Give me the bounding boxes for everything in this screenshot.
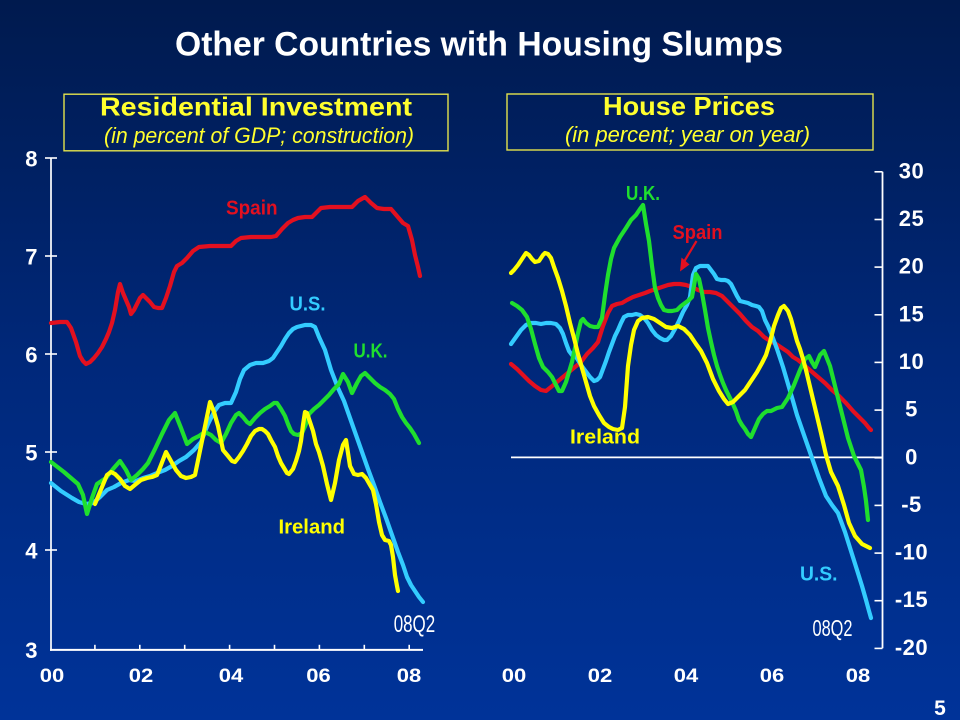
- svg-text:-20: -20: [895, 635, 928, 660]
- svg-text:0: 0: [905, 444, 918, 469]
- svg-text:Ireland: Ireland: [570, 427, 640, 449]
- svg-text:06: 06: [306, 666, 331, 687]
- svg-text:02: 02: [129, 666, 154, 687]
- svg-text:30: 30: [899, 158, 924, 183]
- svg-text:(in percent of GDP; constructi: (in percent of GDP; construction): [104, 123, 414, 148]
- svg-text:House Prices: House Prices: [603, 91, 775, 121]
- svg-text:08: 08: [846, 666, 871, 687]
- svg-text:8: 8: [25, 147, 37, 172]
- svg-text:-5: -5: [901, 492, 922, 517]
- svg-text:3: 3: [25, 638, 37, 663]
- svg-text:5: 5: [25, 441, 37, 466]
- svg-text:U.K.: U.K.: [354, 341, 388, 363]
- svg-text:4: 4: [25, 539, 38, 564]
- svg-text:06: 06: [760, 666, 785, 687]
- svg-text:25: 25: [899, 206, 924, 231]
- svg-text:08: 08: [397, 666, 422, 687]
- svg-text:7: 7: [25, 245, 37, 270]
- svg-text:02: 02: [588, 666, 613, 687]
- svg-text:Spain: Spain: [673, 222, 723, 244]
- svg-text:U.K.: U.K.: [626, 183, 660, 205]
- svg-text:(in percent; year on year): (in percent; year on year): [565, 122, 810, 147]
- svg-text:15: 15: [899, 301, 924, 326]
- svg-text:08Q2: 08Q2: [394, 611, 436, 638]
- svg-text:Spain: Spain: [226, 198, 278, 220]
- svg-text:20: 20: [899, 254, 924, 279]
- svg-text:10: 10: [899, 349, 924, 374]
- svg-text:Other Countries with Housing S: Other Countries with Housing Slumps: [175, 26, 783, 64]
- svg-text:04: 04: [219, 666, 244, 687]
- svg-text:00: 00: [40, 666, 65, 687]
- svg-text:Residential Investment: Residential Investment: [100, 92, 412, 122]
- svg-text:-10: -10: [895, 540, 928, 565]
- svg-text:-15: -15: [895, 587, 928, 612]
- svg-text:04: 04: [674, 666, 699, 687]
- svg-text:5: 5: [905, 397, 918, 422]
- svg-text:08Q2: 08Q2: [813, 615, 853, 641]
- svg-text:U.S.: U.S.: [290, 293, 326, 315]
- svg-text:5: 5: [934, 697, 946, 720]
- svg-text:6: 6: [25, 343, 37, 368]
- svg-text:Ireland: Ireland: [279, 517, 346, 539]
- svg-text:00: 00: [502, 666, 527, 687]
- svg-text:U.S.: U.S.: [800, 564, 838, 586]
